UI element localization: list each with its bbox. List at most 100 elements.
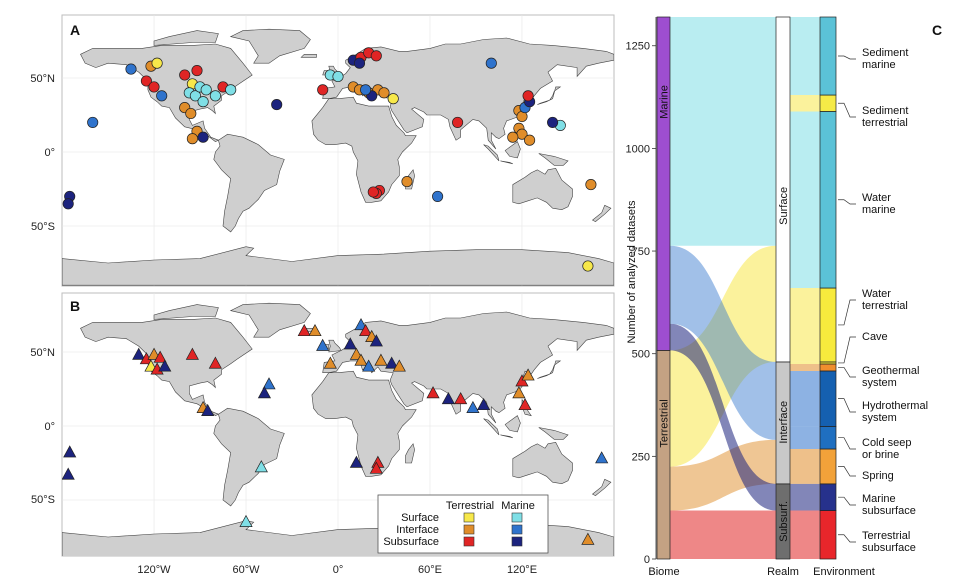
- site-marker-marine-surface: [332, 70, 344, 83]
- stratum-biome-marine: [656, 16, 671, 351]
- site-marker-marine-subsurface: [62, 198, 74, 210]
- flow-realm-to-cave: [790, 361, 820, 364]
- land-mass: [229, 302, 311, 338]
- env-label: Marine: [862, 493, 896, 505]
- land-mass: [537, 86, 562, 105]
- land-mass: [322, 311, 614, 424]
- env-label: system: [862, 412, 897, 424]
- stratum-env-cold-seep-or-brine: [819, 426, 837, 450]
- land-mass: [537, 360, 562, 379]
- site-marker-marine-interface: [595, 451, 609, 464]
- land-mass: [229, 28, 311, 64]
- land-mass: [328, 339, 342, 353]
- map-a-sites: [62, 47, 597, 272]
- map-b-lat-tick-50s: 50°S: [31, 494, 55, 506]
- land-mass: [504, 415, 521, 433]
- site-marker-terrestrial-subsurface: [148, 81, 160, 93]
- alluvial-y-axis: 0 250 500 750 1000 1250: [626, 17, 657, 566]
- site-marker-terrestrial-interface: [354, 353, 368, 366]
- site-marker-marine-surface: [239, 514, 253, 527]
- env-label: Geothermal: [862, 365, 919, 377]
- site-marker-marine-subsurface: [477, 397, 491, 411]
- env-label-leader: [838, 367, 856, 378]
- site-marker-terrestrial-interface: [308, 323, 322, 337]
- stratum-env-sediment-marine: [819, 16, 837, 96]
- site-marker-marine-interface: [87, 116, 99, 128]
- site-marker-marine-subsurface: [271, 99, 283, 111]
- alluvial-environment-labels: SedimentmarineSedimentterrestrialWaterma…: [838, 47, 928, 554]
- site-marker-terrestrial-interface: [185, 107, 197, 120]
- env-label: Water: [862, 192, 891, 204]
- y-tick-label: 750: [632, 246, 650, 258]
- land-mass: [500, 434, 513, 439]
- env-label: Cave: [862, 331, 888, 343]
- site-marker-terrestrial-subsurface: [454, 392, 468, 405]
- land-mass: [153, 304, 219, 320]
- lon-tick-120w: 120°W: [137, 564, 171, 576]
- land-mass: [512, 167, 573, 211]
- land-mass: [311, 370, 417, 477]
- env-label-leader: [838, 55, 856, 60]
- env-label: subsurface: [862, 505, 916, 517]
- site-marker-terrestrial-interface: [521, 368, 535, 381]
- legend-swatch-terrestrial-subsurface: [463, 536, 475, 547]
- site-marker-terrestrial-subsurface: [317, 84, 329, 96]
- stratum-env-marine-subsurface: [819, 483, 837, 511]
- site-marker-marine-interface: [360, 84, 372, 96]
- site-marker-terrestrial-surface: [582, 260, 594, 272]
- site-marker-terrestrial-subsurface: [140, 75, 152, 87]
- site-marker-marine-surface: [254, 460, 268, 473]
- land-mass: [538, 153, 569, 166]
- site-marker-terrestrial-subsurface: [367, 186, 379, 198]
- stratum-label-terrestrial: Terrestrial: [659, 399, 671, 447]
- map-a-lat-tick-50s: 50°S: [31, 221, 55, 233]
- site-marker-terrestrial-interface: [374, 353, 388, 366]
- site-marker-marine-subsurface: [353, 57, 366, 69]
- site-marker-marine-surface: [189, 90, 201, 102]
- site-marker-terrestrial-subsurface: [452, 116, 464, 128]
- site-marker-terrestrial-subsurface: [359, 323, 373, 337]
- site-marker-marine-subsurface: [385, 356, 399, 369]
- site-marker-terrestrial-interface: [392, 359, 406, 372]
- stratum-env-hydrothermal-system: [819, 370, 837, 427]
- site-marker-marine-subsurface: [349, 455, 363, 468]
- axis-label-environment: Environment: [813, 566, 875, 577]
- stratum-env-terrestrial-subsurface: [819, 510, 837, 560]
- env-label: Spring: [862, 470, 894, 482]
- legend-row-subsurface: Subsurface: [383, 536, 439, 548]
- stratum-label-interface: Interface: [778, 401, 790, 444]
- land-mass: [591, 478, 612, 496]
- site-marker-terrestrial-interface: [585, 179, 597, 191]
- site-marker-terrestrial-subsurface: [191, 65, 203, 77]
- env-label-leader: [838, 466, 856, 477]
- env-label-leader: [838, 102, 856, 118]
- site-marker-terrestrial-interface: [581, 532, 595, 545]
- flow-marine-subsurface: [670, 323, 776, 511]
- site-marker-marine-subsurface: [201, 403, 215, 416]
- env-label: marine: [862, 59, 896, 71]
- site-marker-marine-interface: [466, 400, 480, 413]
- flow-realm-to-marine-subsurface: [790, 483, 820, 511]
- legend-swatch-marine-interface: [511, 524, 523, 535]
- land-mass: [500, 160, 513, 165]
- site-marker-terrestrial-surface: [387, 93, 399, 105]
- map-a-lat-tick-50n: 50°N: [30, 73, 55, 85]
- site-marker-marine-surface: [209, 90, 221, 102]
- land-mass: [483, 418, 500, 436]
- land-mass: [512, 441, 573, 485]
- map-b-lat-tick-0: 0°: [44, 421, 55, 433]
- map-legend: Terrestrial Marine Surface Interface Sub…: [377, 494, 549, 554]
- env-label-leader: [838, 199, 856, 205]
- site-marker-terrestrial-subsurface: [518, 397, 532, 411]
- site-marker-terrestrial-subsurface: [297, 323, 311, 337]
- site-marker-terrestrial-interface: [401, 176, 413, 188]
- site-marker-marine-interface: [316, 338, 330, 351]
- env-label: system: [862, 377, 897, 389]
- env-label: Hydrothermal: [862, 400, 928, 412]
- site-marker-marine-subsurface: [197, 131, 209, 143]
- site-marker-terrestrial-interface: [512, 386, 526, 399]
- site-marker-marine-interface: [485, 57, 497, 69]
- stratum-label-marine: Marine: [659, 85, 671, 119]
- env-label: subsurface: [862, 542, 916, 554]
